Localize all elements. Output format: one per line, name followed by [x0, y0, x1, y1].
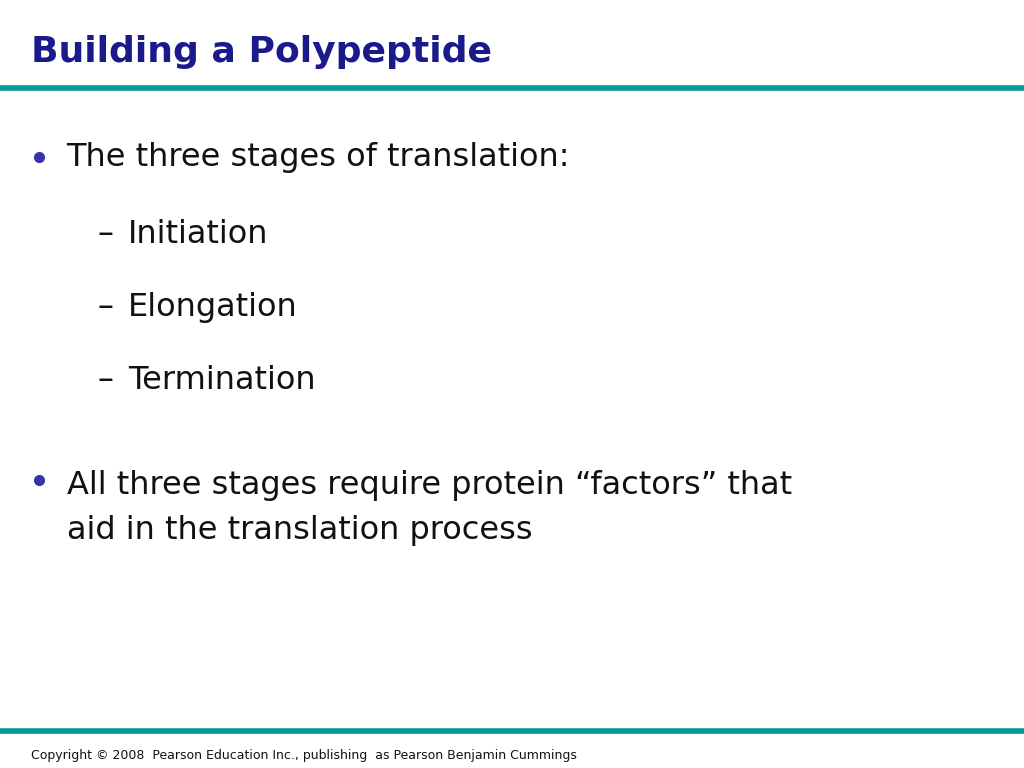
- Text: Building a Polypeptide: Building a Polypeptide: [31, 35, 492, 68]
- Text: Termination: Termination: [128, 365, 315, 396]
- Text: –: –: [97, 292, 114, 323]
- Text: Elongation: Elongation: [128, 292, 298, 323]
- Text: The three stages of translation:: The three stages of translation:: [67, 142, 570, 173]
- Text: –: –: [97, 219, 114, 250]
- Text: Copyright © 2008  Pearson Education Inc., publishing  as Pearson Benjamin Cummin: Copyright © 2008 Pearson Education Inc.,…: [31, 749, 577, 762]
- Text: All three stages require protein “factors” that
aid in the translation process: All three stages require protein “factor…: [67, 470, 792, 546]
- Text: –: –: [97, 365, 114, 396]
- Text: Initiation: Initiation: [128, 219, 268, 250]
